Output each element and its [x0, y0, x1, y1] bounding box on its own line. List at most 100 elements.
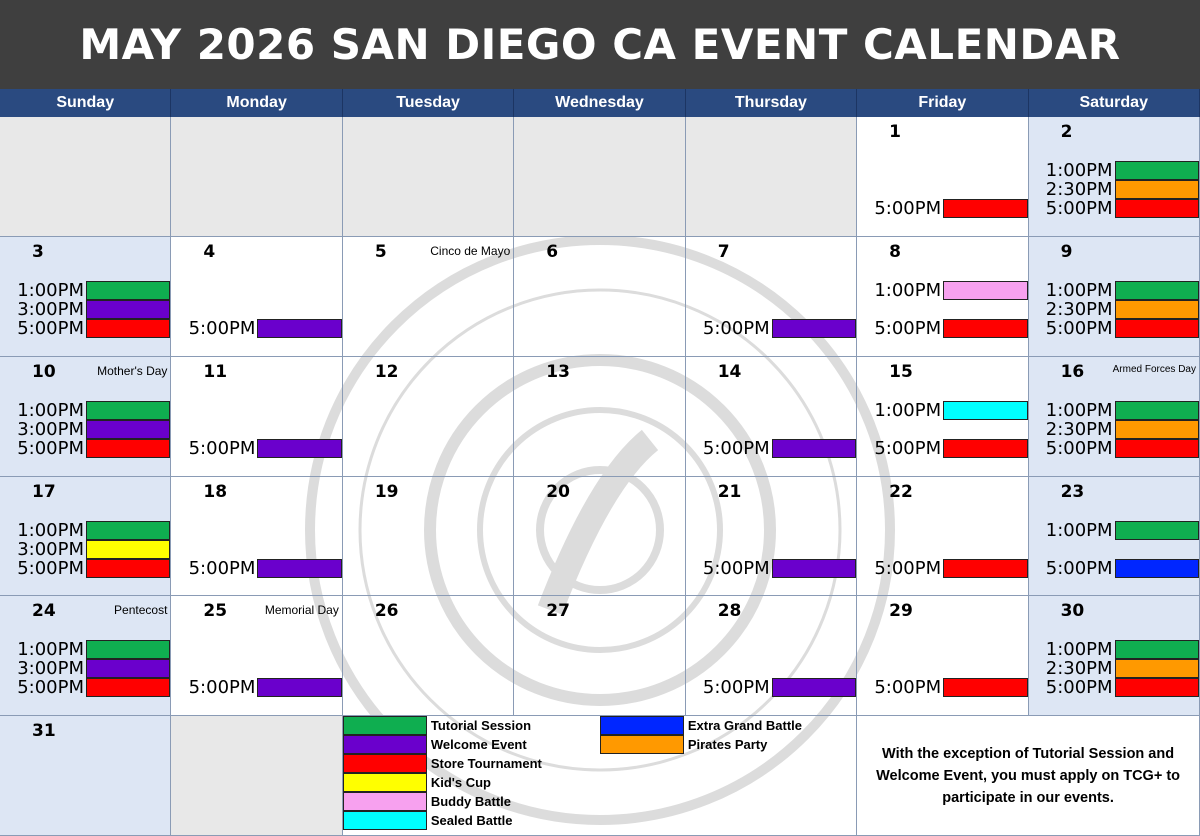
- legend-item: Extra Grand Battle: [599, 716, 802, 736]
- legend-label: Welcome Event: [430, 737, 527, 753]
- day-cell-28: 28 5:00PM: [685, 596, 858, 717]
- empty-day-cell: [514, 117, 686, 237]
- holiday-label: Armed Forces Day: [1112, 363, 1196, 375]
- event-bar: [1114, 318, 1199, 338]
- day-cell-26: 26: [342, 596, 515, 717]
- event-time: 2:30PM: [1045, 179, 1113, 200]
- day-cell-3: 3 1:00PM 3:00PM 5:00PM: [0, 236, 172, 357]
- event-time: 5:00PM: [1045, 677, 1113, 699]
- event-time: 5:00PM: [874, 677, 942, 699]
- day-number: 20: [546, 481, 570, 502]
- event-bar: [86, 400, 171, 420]
- event-time: 5:00PM: [17, 557, 84, 579]
- event-row: 5:00PM: [0, 437, 171, 459]
- event-bar: [1114, 280, 1199, 300]
- holiday-label: Pentecost: [114, 603, 168, 618]
- event-row: 5:00PM: [0, 318, 171, 338]
- event-bar: [1114, 438, 1199, 458]
- event-row: 1:00PM: [1029, 280, 1199, 300]
- event-bar: [943, 280, 1028, 300]
- event-time: 2:30PM: [1045, 418, 1113, 440]
- event-time: 1:00PM: [17, 639, 84, 661]
- day-number: 31: [32, 721, 56, 742]
- day-cell-4: 4 5:00PM: [171, 236, 343, 357]
- event-row: 1:00PM: [0, 280, 171, 300]
- event-bar: [86, 520, 171, 540]
- day-cell-9: 9 1:00PM 2:30PM 5:00PM: [1028, 236, 1200, 357]
- event-bar: [86, 419, 171, 439]
- legend-item: Pirates Party: [599, 735, 768, 755]
- event-row: 5:00PM: [857, 677, 1028, 699]
- day-number: 25: [203, 601, 228, 622]
- event-bar: [257, 558, 342, 578]
- holiday-label: Memorial Day: [264, 603, 339, 618]
- day-header-row: Sunday Monday Tuesday Wednesday Thursday…: [0, 89, 1200, 117]
- holiday-label: Cinco de Mayo: [430, 243, 511, 258]
- event-row: 5:00PM: [686, 558, 857, 578]
- day-number: 29: [889, 601, 913, 622]
- day-cell-19: 19: [342, 476, 515, 597]
- event-bar: [1114, 161, 1199, 180]
- event-bar: [1114, 400, 1199, 420]
- event-row: 5:00PM: [857, 318, 1028, 338]
- day-number: 19: [374, 481, 399, 502]
- day-number: 18: [203, 481, 228, 502]
- legend-label: Pirates Party: [687, 737, 768, 753]
- day-header-wednesday: Wednesday: [514, 89, 686, 117]
- event-time: 5:00PM: [188, 437, 256, 459]
- legend-item: Sealed Battle: [342, 811, 513, 831]
- event-row: 1:00PM: [0, 520, 171, 540]
- event-row: 5:00PM: [171, 437, 342, 459]
- day-cell-29: 29 5:00PM: [857, 596, 1029, 717]
- event-time: 1:00PM: [1045, 399, 1113, 421]
- event-row: 1:00PM: [1029, 399, 1199, 421]
- event-row: 3:00PM: [0, 539, 171, 559]
- event-row: 5:00PM: [1029, 557, 1199, 579]
- event-row: 5:00PM: [686, 677, 857, 699]
- event-time: 5:00PM: [702, 677, 770, 699]
- legend: Tutorial Session Welcome Event Store Tourn…: [342, 716, 858, 836]
- event-time: 1:00PM: [874, 279, 942, 301]
- event-time: 5:00PM: [17, 437, 84, 459]
- legend-swatch: [342, 754, 427, 774]
- day-cell-7: 7 5:00PM: [685, 236, 858, 357]
- legend-swatch: [599, 735, 684, 755]
- day-number: 27: [546, 601, 570, 622]
- day-cell-8: 8 1:00PM 5:00PM: [857, 236, 1029, 357]
- day-cell-5: 5 Cinco de Mayo: [342, 236, 515, 357]
- event-bar: [86, 640, 171, 660]
- event-row: 3:00PM: [0, 299, 171, 319]
- event-row: 3:00PM: [0, 658, 171, 680]
- event-bar: [86, 318, 171, 338]
- day-cell-27: 27: [514, 596, 686, 717]
- event-time: 5:00PM: [702, 437, 770, 459]
- day-number: 7: [717, 241, 730, 262]
- legend-swatch: [342, 735, 427, 755]
- event-bar: [86, 558, 171, 578]
- day-cell-23: 23 1:00PM 5:00PM: [1028, 476, 1200, 597]
- event-time: 5:00PM: [1045, 557, 1113, 579]
- legend-swatch: [599, 716, 684, 736]
- legend-item: Tutorial Session: [342, 716, 531, 736]
- event-bar: [86, 678, 171, 698]
- day-cell-6: 6: [514, 236, 686, 357]
- event-bar: [86, 299, 171, 319]
- legend-swatch: [342, 792, 427, 812]
- day-number: 1: [889, 122, 901, 142]
- day-cell-24: 24 Pentecost 1:00PM 3:00PM 5:00PM: [0, 596, 172, 717]
- event-time: 3:00PM: [17, 658, 84, 680]
- event-row: 5:00PM: [686, 437, 857, 459]
- day-number: 12: [374, 361, 399, 382]
- day-header-sunday: Sunday: [0, 89, 172, 117]
- day-cell-18: 18 5:00PM: [171, 476, 343, 597]
- day-number: 15: [889, 361, 913, 382]
- event-row: 5:00PM: [171, 558, 342, 578]
- day-cell-22: 22 5:00PM: [857, 476, 1029, 597]
- legend-label: Buddy Battle: [430, 794, 512, 810]
- day-cell-20: 20: [514, 476, 686, 597]
- day-cell-25: 25 Memorial Day 5:00PM: [171, 596, 343, 717]
- event-row: 5:00PM: [686, 318, 857, 338]
- event-bar: [257, 438, 342, 458]
- event-time: 2:30PM: [1045, 658, 1113, 680]
- day-cell-17: 17 1:00PM 3:00PM 5:00PM: [0, 476, 172, 597]
